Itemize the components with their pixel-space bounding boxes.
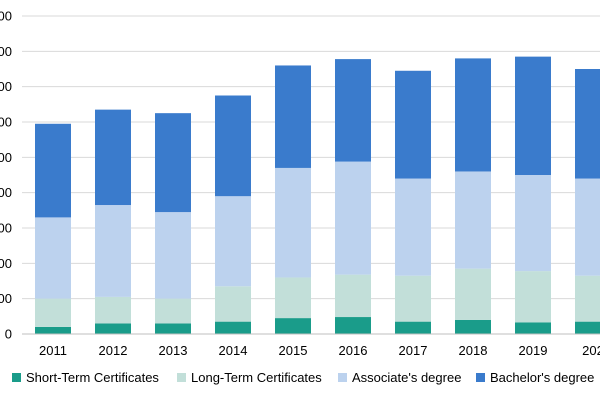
legend-item: Short-Term Certificates xyxy=(12,370,159,385)
y-tick-label: 00 xyxy=(0,115,12,130)
bar-segment xyxy=(395,275,431,322)
bar-segment xyxy=(335,317,371,334)
bar-segment xyxy=(515,56,551,176)
y-tick-label: 00 xyxy=(0,291,12,306)
legend-label: Associate's degree xyxy=(352,370,462,385)
legend-label: Long-Term Certificates xyxy=(191,370,322,385)
bar-segment xyxy=(515,322,551,334)
x-tick-label: 2016 xyxy=(339,343,368,358)
bar-segment xyxy=(575,69,600,179)
x-tick-label: 2015 xyxy=(279,343,308,358)
bar-segment xyxy=(275,167,311,278)
x-tick-label: 202 xyxy=(582,343,600,358)
x-axis-tick-labels: 2011 2012 2013 2014 2015 2016 2017 2018 2019 202 xyxy=(39,343,600,358)
bar-segment xyxy=(455,268,491,320)
y-tick-label: 00 xyxy=(0,256,12,271)
y-tick-label: 00 xyxy=(0,150,12,165)
bar-segment xyxy=(35,326,71,334)
bar-segment xyxy=(215,95,251,197)
legend-swatch xyxy=(12,373,21,382)
y-tick-label: 00 xyxy=(0,9,12,24)
bars xyxy=(35,56,600,334)
y-tick-label: 00 xyxy=(0,185,12,200)
bar-segment xyxy=(395,70,431,179)
bar-segment xyxy=(155,298,191,324)
bar-segment xyxy=(575,178,600,276)
legend-swatch xyxy=(338,373,347,382)
y-tick-label: 0 xyxy=(5,327,12,342)
bar-segment xyxy=(155,323,191,334)
bar-segment xyxy=(215,196,251,287)
bar-segment xyxy=(35,123,71,218)
legend-swatch xyxy=(177,373,186,382)
bar-segment xyxy=(35,217,71,299)
bar-segment xyxy=(275,65,311,168)
bar-segment xyxy=(95,109,131,206)
legend-item: Bachelor's degree xyxy=(476,370,594,385)
bar-segment xyxy=(515,175,551,272)
legend-swatch xyxy=(476,373,485,382)
bar-segment xyxy=(575,275,600,322)
bar-segment xyxy=(455,319,491,334)
x-tick-label: 2018 xyxy=(459,343,488,358)
bar-segment xyxy=(275,277,311,319)
bar-segment xyxy=(95,323,131,334)
x-tick-label: 2011 xyxy=(39,343,67,358)
bar-segment xyxy=(455,58,491,172)
bar-segment xyxy=(155,212,191,299)
bar-segment xyxy=(335,161,371,275)
legend-item: Associate's degree xyxy=(338,370,461,385)
legend-item: Long-Term Certificates xyxy=(177,370,322,385)
legend: Short-Term Certificates Long-Term Certifi… xyxy=(0,370,600,390)
y-tick-label: 00 xyxy=(0,79,12,94)
bar-segment xyxy=(155,113,191,213)
bar-segment xyxy=(95,296,131,324)
bar-segment xyxy=(575,321,600,334)
bar-segment xyxy=(275,318,311,334)
bar-segment xyxy=(335,59,371,162)
x-tick-label: 2012 xyxy=(99,343,128,358)
bar-segment xyxy=(215,286,251,322)
x-tick-label: 2013 xyxy=(159,343,188,358)
legend-label: Short-Term Certificates xyxy=(26,370,159,385)
x-tick-label: 2017 xyxy=(399,343,428,358)
bar-segment xyxy=(215,321,251,334)
bar-segment xyxy=(35,298,71,327)
bar-segment xyxy=(395,321,431,334)
x-tick-label: 2019 xyxy=(519,343,548,358)
legend-label: Bachelor's degree xyxy=(490,370,595,385)
x-tick-label: 2014 xyxy=(219,343,248,358)
y-tick-label: 00 xyxy=(0,44,12,59)
bar-segment xyxy=(335,274,371,318)
bar-segment xyxy=(395,178,431,276)
y-tick-label: 00 xyxy=(0,221,12,236)
bar-segment xyxy=(95,205,131,297)
bar-segment xyxy=(515,271,551,323)
bar-segment xyxy=(455,171,491,269)
